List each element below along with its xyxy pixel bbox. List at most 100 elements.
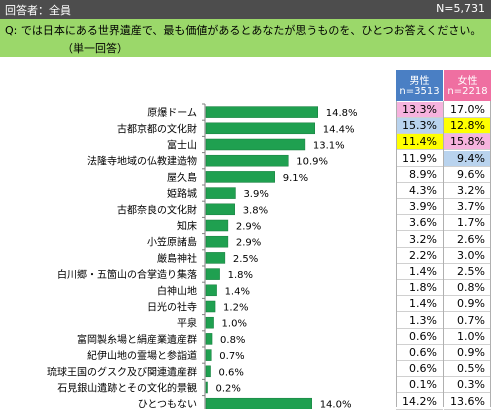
value-label: 1.8%: [228, 270, 253, 281]
bar: [205, 252, 226, 264]
bar: [205, 365, 211, 378]
male-value-cell: 0.6%: [396, 329, 443, 345]
bar: [205, 349, 212, 361]
male-value-cell: 3.2%: [396, 232, 443, 248]
value-label: 2.9%: [236, 238, 261, 249]
male-value-cell: 15.3%: [396, 118, 443, 135]
category-label: ひとつもない: [138, 399, 197, 409]
female-value-cell: 9.6%: [444, 167, 491, 183]
category-label: 白川郷・五箇山の合掌造り集落: [57, 268, 197, 281]
sample-size: N=5,731: [436, 2, 485, 15]
female-value-cell: 12.8%: [444, 118, 491, 135]
male-value-cell: 0.6%: [396, 361, 443, 378]
male-value-cell: 1.8%: [396, 280, 443, 297]
bar: [205, 154, 289, 167]
male-value-cell: 14.2%: [396, 394, 443, 410]
female-value-cell: 3.7%: [444, 199, 491, 216]
male-label: 男性: [409, 76, 430, 87]
bar: [205, 284, 217, 297]
female-value-cell: 3.0%: [444, 248, 491, 264]
male-value-cell: 1.4%: [396, 264, 443, 280]
bar: [205, 316, 214, 329]
table-divider: [443, 101, 444, 407]
bar: [205, 235, 229, 248]
male-value-cell: 11.4%: [396, 134, 443, 151]
female-value-cell: 0.3%: [444, 377, 491, 394]
category-label: 屋久島: [167, 171, 197, 184]
male-value-cell: 11.9%: [396, 151, 443, 167]
category-label: 原爆ドーム: [147, 107, 197, 119]
male-value-cell: 4.3%: [396, 183, 443, 199]
category-label: 姫路城: [167, 187, 197, 200]
category-label: 石見銀山遺跡とその文化的景観: [57, 382, 197, 395]
bar: [205, 300, 216, 313]
bar: [205, 268, 220, 280]
male-column-header: 男性 n=3513: [396, 70, 443, 101]
female-value-cell: 13.6%: [444, 394, 491, 410]
female-value-cell: 0.7%: [444, 313, 491, 329]
category-label: 知床: [177, 220, 197, 233]
value-label: 0.2%: [216, 384, 241, 395]
bar: [205, 171, 275, 183]
bar: [205, 106, 318, 118]
header-bar: 回答者：全員 N=5,731: [0, 0, 491, 19]
bar-chart: 原爆ドーム 14.8% 古都京都の文化財 14.4% 富士山 13.1% 法隆寺地域の仏教建…: [47, 103, 358, 409]
bar: [205, 122, 315, 135]
female-value-cell: 15.8%: [444, 134, 491, 151]
female-value-cell: 3.2%: [444, 183, 491, 199]
female-value-cell: 0.9%: [444, 345, 491, 361]
female-value-cell: 0.5%: [444, 361, 491, 378]
bar: [205, 187, 236, 199]
respondents-label: 回答者：全員: [5, 4, 71, 17]
value-label: 1.2%: [223, 303, 248, 314]
male-n: n=3513: [399, 86, 440, 97]
value-label: 14.0%: [320, 400, 352, 409]
female-value-cell: 0.8%: [444, 280, 491, 297]
value-label: 0.7%: [219, 351, 244, 362]
male-value-cell: 2.2%: [396, 248, 443, 264]
value-label: 14.4%: [323, 124, 355, 135]
female-value-cell: 0.9%: [444, 296, 491, 313]
male-value-cell: 3.9%: [396, 199, 443, 216]
male-value-cell: 8.9%: [396, 167, 443, 183]
category-label: 紀伊山地の霊場と参詣道: [87, 349, 197, 362]
category-label: 琉球王国のグスク及び関連遺産群: [47, 365, 197, 378]
category-label: 白神山地: [157, 284, 197, 297]
male-value-cell: 0.1%: [396, 377, 443, 394]
value-label: 1.0%: [222, 319, 247, 330]
male-value-cell: 13.3%: [396, 102, 443, 118]
category-label: 厳島神社: [157, 252, 197, 265]
category-label: 富士山: [167, 139, 197, 152]
category-label: 法隆寺地域の仏教建造物: [87, 155, 197, 168]
category-label: 日光の社寺: [147, 301, 197, 314]
value-label: 14.8%: [326, 108, 358, 119]
value-label: 13.1%: [313, 141, 345, 152]
male-value-cell: 0.6%: [396, 345, 443, 361]
bar: [205, 397, 312, 409]
female-value-cell: 2.5%: [444, 264, 491, 280]
question-box: Q: では日本にある世界遺産で、最も価値があるとあなたが思うものを、ひとつお答え…: [0, 19, 491, 57]
value-label: 2.5%: [233, 254, 258, 265]
female-label: 女性: [457, 76, 478, 87]
value-label: 3.9%: [243, 189, 268, 200]
male-value-cell: 3.6%: [396, 215, 443, 232]
female-value-cell: 17.0%: [444, 102, 491, 118]
male-value-cell: 1.4%: [396, 296, 443, 313]
table-divider: [396, 101, 397, 407]
female-value-cell: 2.6%: [444, 232, 491, 248]
value-label: 10.9%: [296, 157, 328, 168]
question-text: Q: では日本にある世界遺産で、最も価値があるとあなたが思うものを、ひとつお答え…: [5, 24, 482, 37]
value-label: 9.1%: [283, 173, 308, 184]
category-label: 小笠原諸島: [147, 236, 197, 249]
male-value-cell: 1.3%: [396, 313, 443, 329]
female-value-cell: 1.7%: [444, 215, 491, 232]
category-label: 古都奈良の文化財: [117, 203, 197, 216]
female-value-cell: 9.4%: [444, 150, 491, 167]
category-label: 富岡製糸場と絹産業遺産群: [77, 333, 197, 346]
bar: [205, 381, 208, 394]
category-label: 平泉: [177, 317, 197, 330]
female-column-header: 女性 n=2218: [444, 70, 491, 101]
value-label: 1.4%: [225, 286, 250, 297]
answer-type-note: （単一回答）: [62, 42, 128, 55]
value-label: 2.9%: [236, 222, 261, 233]
